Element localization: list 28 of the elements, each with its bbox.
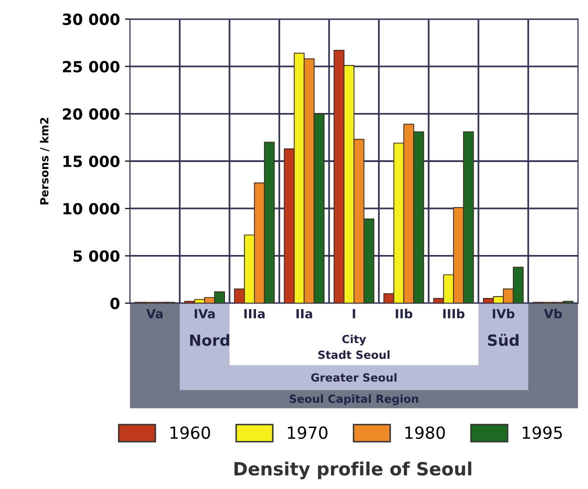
legend-label: 1960 — [170, 426, 210, 439]
text: Seoul Capital Region — [290, 394, 418, 406]
x-tick-label: IIb — [396, 308, 412, 318]
x-tick-label: Vb — [544, 308, 562, 318]
x-tick-label: IIIb — [443, 308, 464, 318]
y-tick-label: 10 000 — [63, 202, 120, 214]
text: Nord — [190, 334, 230, 346]
x-tick-label: IIIa — [244, 309, 265, 318]
text: City — [342, 334, 366, 346]
x-tick-label: IIa — [296, 309, 312, 318]
legend-label: 1995 — [522, 426, 562, 439]
y-tick-label: 0 — [110, 298, 120, 310]
text: Greater Seoul — [311, 373, 396, 382]
x-tick-label: IVb — [492, 308, 514, 318]
x-tick-label: Va — [146, 309, 163, 318]
y-tick-label: 15 000 — [63, 156, 120, 168]
x-tick-label: IVa — [194, 309, 215, 318]
legend-label: 1970 — [288, 426, 328, 439]
text: Süd — [488, 334, 518, 346]
y-tick-label: 5 000 — [74, 250, 120, 262]
y-tick-label: 25 000 — [62, 60, 120, 72]
y-tick-label: 20 000 — [62, 108, 120, 120]
text: Density profile of Seoul — [234, 462, 472, 480]
y-axis-title: Persons / km2 — [40, 118, 50, 204]
x-tick-label: I — [352, 309, 356, 318]
legend-label: 1980 — [405, 426, 445, 439]
text: Stadt Seoul — [318, 350, 390, 359]
y-tick-label: 30 000 — [62, 14, 120, 26]
